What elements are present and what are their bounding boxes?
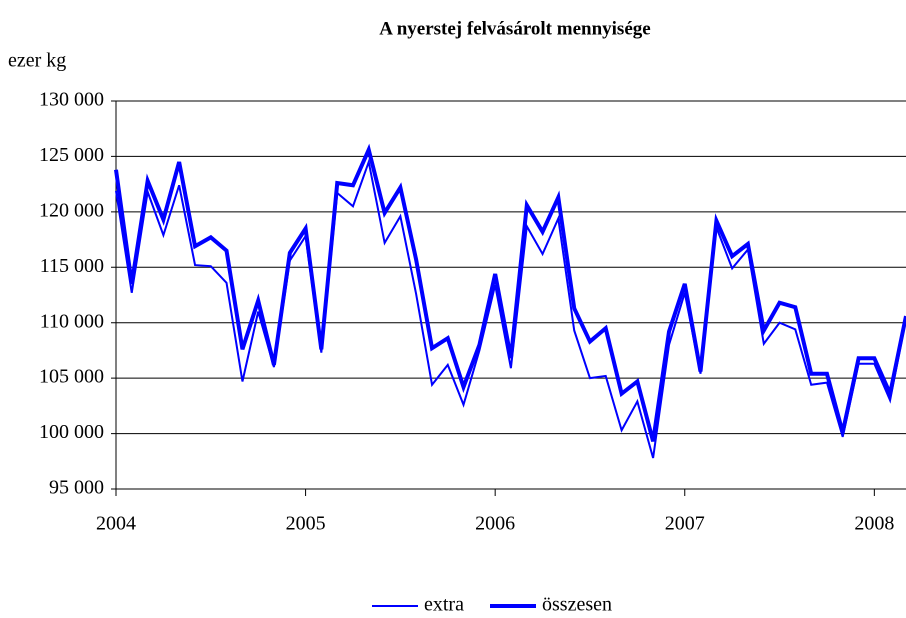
y-tick-label: 110 000 <box>40 310 104 332</box>
y-tick-label: 130 000 <box>39 89 104 111</box>
y-tick-label: 105 000 <box>39 366 104 388</box>
legend-label: összesen <box>542 594 612 616</box>
y-tick-label: 120 000 <box>39 199 104 221</box>
y-tick-label: 100 000 <box>39 421 104 443</box>
chart-title: A nyerstej felvásárolt mennyisége <box>379 18 650 39</box>
x-tick-label: 2008 <box>854 513 894 535</box>
series-line <box>114 143 906 442</box>
x-tick-label: 2005 <box>286 513 326 535</box>
y-tick-label: 115 000 <box>40 255 104 277</box>
x-tick-label: 2006 <box>475 513 515 535</box>
y-axis-label: ezer kg <box>8 50 66 72</box>
series-line <box>115 158 906 459</box>
legend-label: extra <box>424 594 464 616</box>
x-tick-label: 2007 <box>665 513 705 535</box>
y-tick-label: 125 000 <box>39 144 104 166</box>
x-tick-label: 2004 <box>96 513 136 535</box>
y-tick-label: 95 000 <box>49 477 104 499</box>
